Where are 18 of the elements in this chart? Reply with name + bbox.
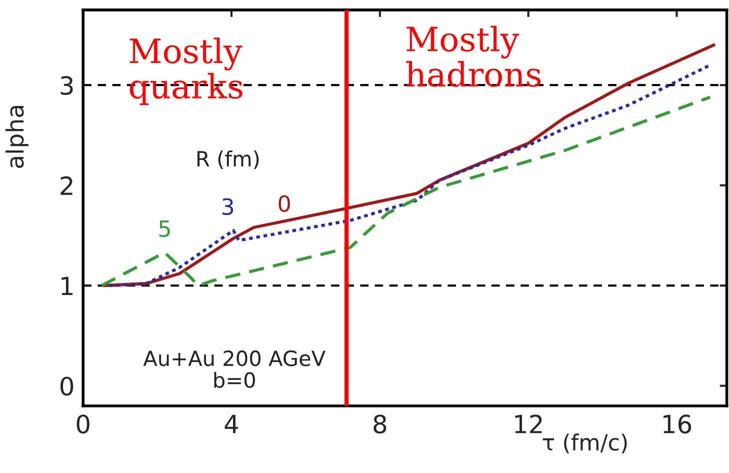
- annotation: Mostly hadrons: [406, 26, 541, 87]
- x-tick-label: 12: [515, 414, 542, 434]
- y-tick-label: 0: [60, 376, 74, 396]
- y-tick-label: 3: [60, 76, 73, 95]
- x-tick-label: 8: [374, 414, 386, 434]
- series-label: 0: [278, 195, 290, 212]
- x-tick-label: 4: [224, 414, 238, 434]
- series-label: 3: [222, 198, 234, 216]
- legend-title: R (fm): [197, 150, 259, 170]
- x-tick-label: 0: [76, 414, 90, 434]
- x-tick-label: 16: [664, 414, 692, 434]
- annotation: Au+Au 200 AGeV b=0: [143, 350, 326, 388]
- y-tick-label: 1: [62, 276, 72, 296]
- series-label: 5: [159, 220, 170, 238]
- y-axis-title: alpha: [6, 106, 28, 168]
- y-tick-label: 2: [60, 176, 72, 195]
- annotation: Mostly quarks: [130, 38, 242, 106]
- x-axis-title: τ (fm/c): [542, 434, 627, 454]
